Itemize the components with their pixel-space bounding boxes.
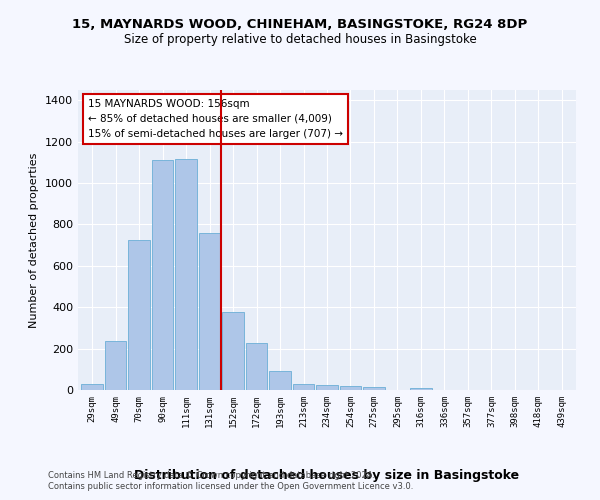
Text: Contains HM Land Registry data © Crown copyright and database right 2024.: Contains HM Land Registry data © Crown c… [48, 471, 374, 480]
Bar [363, 387, 385, 390]
Bar [246, 344, 268, 390]
Y-axis label: Number of detached properties: Number of detached properties [29, 152, 40, 328]
Bar [410, 388, 432, 390]
Bar [105, 342, 127, 390]
Bar [222, 312, 244, 390]
Bar [293, 384, 314, 390]
X-axis label: Distribution of detached houses by size in Basingstoke: Distribution of detached houses by size … [134, 469, 520, 482]
Text: Size of property relative to detached houses in Basingstoke: Size of property relative to detached ho… [124, 32, 476, 46]
Text: 15 MAYNARDS WOOD: 156sqm
← 85% of detached houses are smaller (4,009)
15% of sem: 15 MAYNARDS WOOD: 156sqm ← 85% of detach… [88, 99, 343, 138]
Text: Contains public sector information licensed under the Open Government Licence v3: Contains public sector information licen… [48, 482, 413, 491]
Bar [81, 384, 103, 390]
Bar [175, 160, 197, 390]
Bar [199, 233, 220, 390]
Bar [316, 385, 338, 390]
Bar [340, 386, 361, 390]
Bar [269, 372, 291, 390]
Text: 15, MAYNARDS WOOD, CHINEHAM, BASINGSTOKE, RG24 8DP: 15, MAYNARDS WOOD, CHINEHAM, BASINGSTOKE… [73, 18, 527, 30]
Bar [128, 240, 150, 390]
Bar [152, 160, 173, 390]
